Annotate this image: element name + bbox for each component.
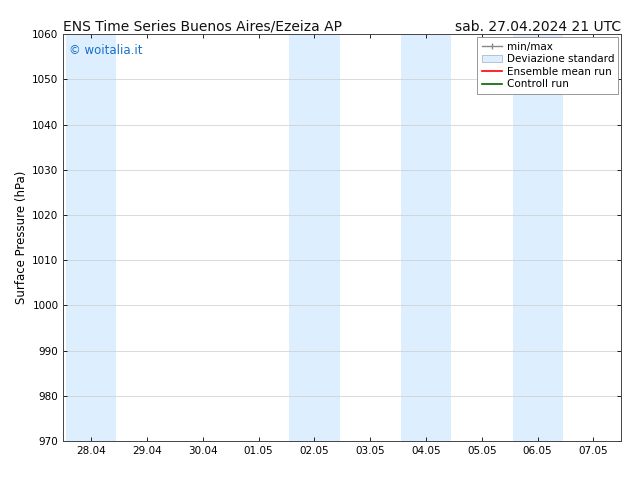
Bar: [66, 34, 117, 441]
Y-axis label: Surface Pressure (hPa): Surface Pressure (hPa): [15, 171, 28, 304]
Text: ENS Time Series Buenos Aires/Ezeiza AP: ENS Time Series Buenos Aires/Ezeiza AP: [63, 20, 342, 34]
Legend: min/max, Deviazione standard, Ensemble mean run, Controll run: min/max, Deviazione standard, Ensemble m…: [477, 37, 618, 94]
Bar: [289, 34, 340, 441]
Title: ENS Time Series Buenos Aires/Ezeiza AP        sab. 27.04.2024 21 UTC: ENS Time Series Buenos Aires/Ezeiza AP s…: [0, 489, 1, 490]
Text: sab. 27.04.2024 21 UTC: sab. 27.04.2024 21 UTC: [455, 20, 621, 34]
Text: © woitalia.it: © woitalia.it: [69, 45, 143, 57]
Bar: [512, 34, 563, 441]
Bar: [401, 34, 451, 441]
